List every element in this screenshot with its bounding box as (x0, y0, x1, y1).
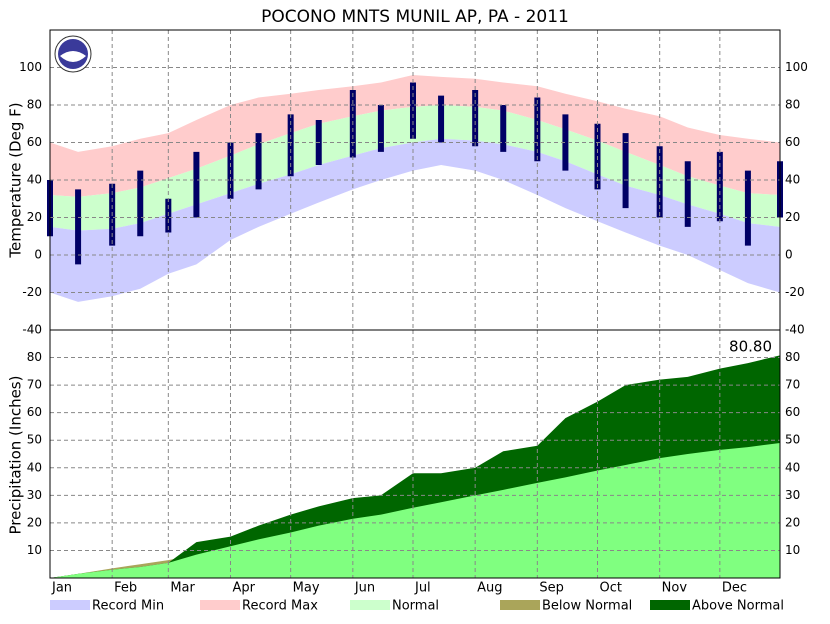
normal-area (50, 442, 780, 578)
observed-bar (255, 133, 262, 190)
y-tick-label-right: 60 (785, 135, 800, 149)
x-tick-label: Oct (600, 581, 622, 596)
y-axis-label: Temperature (Deg F) (7, 102, 25, 258)
x-tick-label: Feb (114, 581, 137, 596)
observed-bar (75, 189, 82, 265)
y-tick-label-right: -20 (785, 285, 805, 299)
y-tick-label-right: 40 (785, 173, 800, 187)
observed-bar (500, 105, 507, 152)
observed-bar (656, 146, 663, 218)
legend-label: Record Max (242, 599, 318, 614)
x-tick-label: Jan (51, 581, 72, 596)
y-tick-label-right: 100 (785, 60, 808, 74)
y-tick-label-right: 20 (785, 210, 800, 224)
observed-bar (193, 151, 200, 218)
y-tick-label: 40 (27, 460, 42, 474)
y-tick-label-right: -40 (785, 323, 805, 337)
x-tick-label: May (293, 581, 320, 596)
chart-title: POCONO MNTS MUNIL AP, PA - 2011 (261, 7, 569, 27)
x-tick-label: Sep (539, 581, 564, 596)
y-tick-label: -20 (22, 285, 42, 299)
x-tick-label: Aug (477, 581, 502, 596)
y-tick-label: 30 (27, 488, 42, 502)
legend-swatch (350, 600, 390, 610)
y-tick-label: 80 (27, 350, 42, 364)
observed-bar (684, 161, 691, 227)
y-tick-label: 0 (34, 248, 42, 262)
x-tick-label: Dec (722, 581, 747, 596)
y-tick-label-right: 60 (785, 405, 800, 419)
y-tick-label-right: 40 (785, 460, 800, 474)
y-tick-label-right: 10 (785, 543, 800, 557)
y-tick-label-right: 80 (785, 98, 800, 112)
legend-swatch (650, 600, 690, 610)
y-axis-label: Precipitation (Inches) (7, 376, 25, 535)
observed-bar (137, 170, 144, 237)
y-tick-label-right: 0 (785, 248, 793, 262)
observed-bar (744, 170, 751, 246)
plot-frame (49, 29, 781, 579)
y-tick-label: -40 (22, 323, 42, 337)
observed-bar (472, 90, 479, 147)
legend-label: Above Normal (692, 599, 784, 614)
observed-bar (438, 95, 445, 143)
noaa-logo (54, 35, 92, 73)
x-tick-label: Jul (414, 581, 431, 596)
y-tick-label: 40 (27, 173, 42, 187)
y-tick-label-right: 20 (785, 515, 800, 529)
observed-bar (377, 105, 384, 152)
y-tick-label-right: 30 (785, 488, 800, 502)
legend-label: Record Min (92, 599, 164, 614)
legend-label: Below Normal (542, 599, 632, 614)
y-tick-label: 10 (27, 543, 42, 557)
y-tick-label: 80 (27, 98, 42, 112)
y-tick-label: 100 (19, 60, 42, 74)
observed-bar (622, 133, 629, 209)
plots: -40 -40 -20 -20 0 0 20 20 40 40 60 60 80 80 100 100 80.8… (19, 30, 808, 614)
y-tick-label-right: 50 (785, 433, 800, 447)
y-tick-label: 50 (27, 433, 42, 447)
annotation: 80.80 (729, 338, 772, 356)
y-tick-label-right: 70 (785, 378, 800, 392)
x-tick-label: Jun (354, 581, 375, 596)
y-tick-label: 20 (27, 210, 42, 224)
legend-label: Normal (392, 599, 439, 614)
y-tick-label-right: 80 (785, 350, 800, 364)
y-tick-label: 70 (27, 378, 42, 392)
y-tick-label: 60 (27, 135, 42, 149)
x-tick-label: Nov (662, 581, 688, 596)
legend-swatch (500, 600, 540, 610)
y-tick-label: 20 (27, 515, 42, 529)
legend-swatch (200, 600, 240, 610)
legend-swatch (50, 600, 90, 610)
x-tick-label: Apr (232, 581, 255, 596)
observed-bar (562, 114, 569, 171)
y-tick-label: 60 (27, 405, 42, 419)
x-tick-label: Mar (170, 581, 195, 596)
